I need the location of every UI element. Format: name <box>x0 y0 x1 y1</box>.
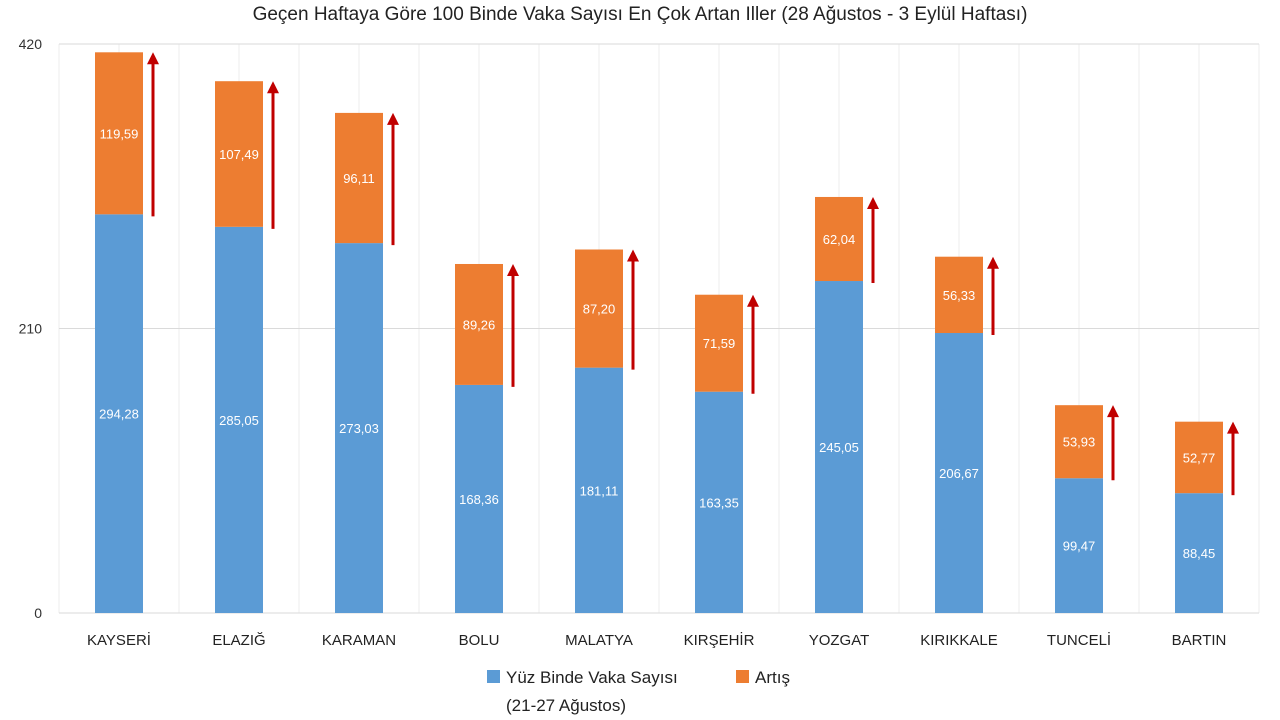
chart-title: Geçen Haftaya Göre 100 Binde Vaka Sayısı… <box>253 4 1028 25</box>
data-label-increase: 107,49 <box>219 147 259 162</box>
data-label-base: 245,05 <box>819 440 859 455</box>
increase-arrow-head <box>867 196 879 209</box>
x-tick-label: BARTIN <box>1172 632 1227 649</box>
x-tick-label: KIRIKKALE <box>920 632 998 649</box>
bar-base <box>935 333 983 613</box>
data-label-base: 181,11 <box>580 483 619 498</box>
data-label-increase: 53,93 <box>1063 435 1096 450</box>
data-label-increase: 87,20 <box>583 302 616 317</box>
data-label-increase: 62,04 <box>823 232 856 247</box>
bar-increase <box>815 196 863 282</box>
bar-increase <box>95 52 143 215</box>
bar-increase <box>455 263 503 385</box>
data-label-increase: 56,33 <box>943 288 976 303</box>
increase-arrow-head <box>987 256 999 269</box>
bar-base <box>1055 478 1103 613</box>
increase-arrow-head <box>627 249 639 262</box>
increase-arrow-head <box>507 263 519 276</box>
bar-base <box>1175 493 1223 613</box>
increase-arrow-head <box>387 112 399 125</box>
x-tick-label: MALATYA <box>565 632 633 649</box>
data-label-base: 163,35 <box>699 495 739 510</box>
bar-increase <box>215 81 263 227</box>
legend-label-base: Yüz Binde Vaka Sayısı <box>506 668 678 687</box>
data-label-base: 273,03 <box>339 421 379 436</box>
legend-label-increase: Artış <box>755 668 790 687</box>
y-tick-label: 420 <box>19 36 43 52</box>
bar-increase <box>1175 421 1223 494</box>
data-label-increase: 96,11 <box>343 171 375 186</box>
increase-arrow-head <box>147 52 159 65</box>
x-tick-label: YOZGAT <box>809 632 870 649</box>
increase-arrow-head <box>267 81 279 94</box>
x-tick-label: KAYSERİ <box>87 631 151 649</box>
bar-base <box>335 243 383 613</box>
x-tick-label: KARAMAN <box>322 632 396 649</box>
data-label-increase: 119,59 <box>100 126 139 141</box>
bar-increase <box>335 112 383 244</box>
data-label-base: 88,45 <box>1183 546 1216 561</box>
bar-increase <box>695 294 743 392</box>
bar-base <box>815 281 863 613</box>
increase-arrow-head <box>747 294 759 307</box>
data-label-increase: 89,26 <box>463 317 496 332</box>
y-tick-label: 210 <box>19 321 43 337</box>
data-label-base: 99,47 <box>1063 539 1096 554</box>
bar-base <box>695 391 743 613</box>
data-label-base: 168,36 <box>459 492 499 507</box>
legend-swatch-increase <box>736 670 749 683</box>
legend-label-base-line2: (21-27 Ağustos) <box>506 696 626 715</box>
bar-base <box>215 226 263 613</box>
x-tick-label: KIRŞEHİR <box>684 631 755 649</box>
bar-increase <box>1055 405 1103 479</box>
data-label-increase: 52,77 <box>1183 450 1216 465</box>
bar-base <box>95 214 143 613</box>
x-tick-label: ELAZIĞ <box>212 632 265 649</box>
x-tick-label: BOLU <box>459 632 500 649</box>
bar-increase <box>575 249 623 368</box>
data-label-base: 206,67 <box>939 466 979 481</box>
increase-arrow-head <box>1107 405 1119 418</box>
legend: Yüz Binde Vaka Sayısı (21-27 Ağustos) Ar… <box>487 668 790 715</box>
y-tick-label: 0 <box>34 605 42 621</box>
data-label-base: 285,05 <box>219 413 259 428</box>
increase-arrow-head <box>1227 421 1239 434</box>
bar-base <box>455 384 503 613</box>
bar-base <box>575 367 623 613</box>
data-label-base: 294,28 <box>99 407 139 422</box>
data-label-increase: 71,59 <box>703 336 736 351</box>
x-tick-label: TUNCELİ <box>1047 631 1111 649</box>
legend-swatch-base <box>487 670 500 683</box>
bar-increase <box>935 256 983 334</box>
